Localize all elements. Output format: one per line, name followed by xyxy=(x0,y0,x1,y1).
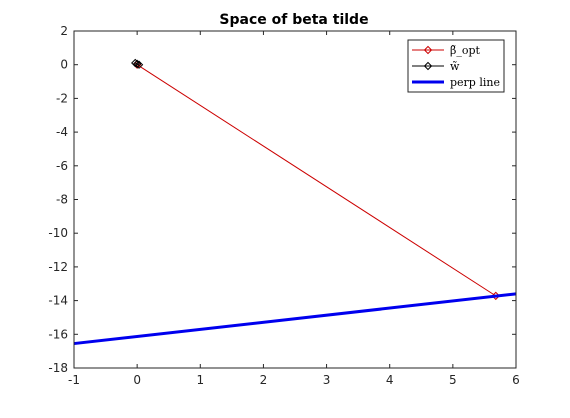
x-tick-label: 5 xyxy=(449,373,457,387)
legend-label: perp line xyxy=(450,76,500,89)
x-tick-label: 0 xyxy=(133,373,141,387)
y-tick-label: -14 xyxy=(48,294,68,308)
y-tick-label: -8 xyxy=(56,193,68,207)
y-tick-label: -12 xyxy=(48,260,68,274)
y-tick-label: -6 xyxy=(56,159,68,173)
x-tick-label: -1 xyxy=(68,373,80,387)
x-tick-label: 6 xyxy=(512,373,520,387)
y-tick-label: -16 xyxy=(48,327,68,341)
y-tick-label: -18 xyxy=(48,361,68,375)
legend: β̃_opt w̃ perp line xyxy=(408,40,504,92)
legend-label: β̃_opt xyxy=(450,44,481,57)
x-tick-label: 3 xyxy=(323,373,331,387)
y-tick-label: -4 xyxy=(56,125,68,139)
x-tick-label: 2 xyxy=(260,373,268,387)
chart-title: Space of beta tilde xyxy=(219,12,368,28)
x-tick-label: 1 xyxy=(196,373,204,387)
y-tick-label: 2 xyxy=(60,24,68,38)
y-tick-label: -2 xyxy=(56,91,68,105)
y-tick-label: 0 xyxy=(60,58,68,72)
x-tick-label: 4 xyxy=(386,373,394,387)
legend-label: w̃ xyxy=(450,60,460,73)
y-tick-label: -10 xyxy=(48,226,68,240)
